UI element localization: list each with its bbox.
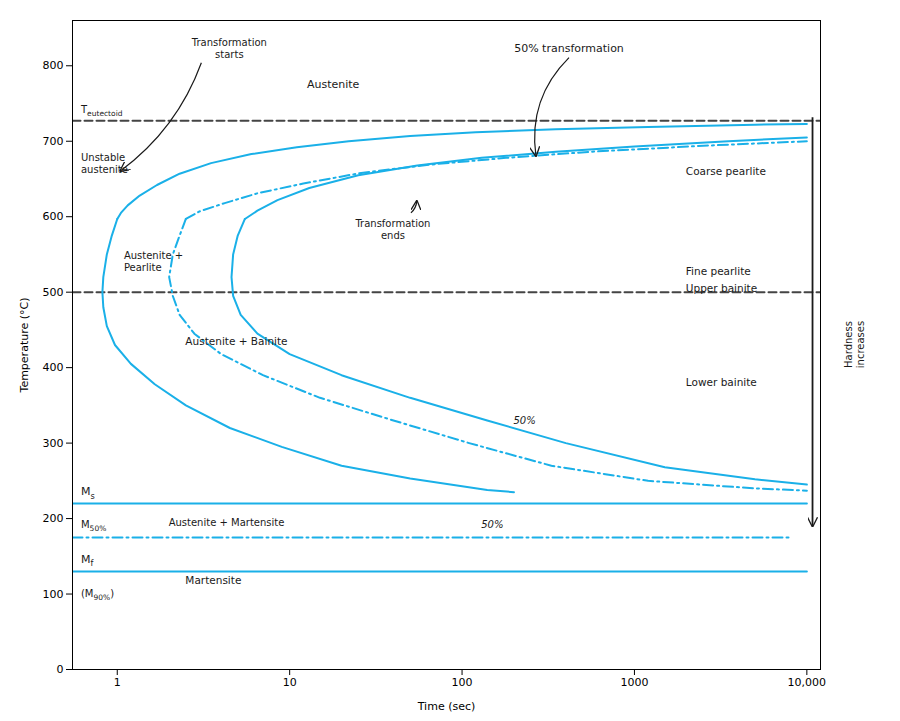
svg-text:Austenite + Bainite: Austenite + Bainite <box>185 335 287 347</box>
svg-text:Ms​: Ms​ <box>81 485 95 500</box>
svg-text:200: 200 <box>43 512 64 525</box>
svg-text:100: 100 <box>452 676 473 689</box>
svg-text:Austenite + Martensite: Austenite + Martensite <box>169 517 285 528</box>
svg-text:Temperature (°C): Temperature (°C) <box>18 298 31 394</box>
svg-text:500: 500 <box>43 286 64 299</box>
svg-text:50% transformation: 50% transformation <box>514 42 624 55</box>
svg-text:1000: 1000 <box>620 676 648 689</box>
svg-text:(M90%): (M90%) <box>81 588 114 602</box>
svg-text:100: 100 <box>43 588 64 601</box>
svg-text:600: 600 <box>43 210 64 223</box>
svg-text:10,000: 10,000 <box>788 676 827 689</box>
svg-text:Mf​: Mf​ <box>81 553 95 568</box>
svg-text:Time (sec): Time (sec) <box>417 700 476 713</box>
svg-text:700: 700 <box>43 135 64 148</box>
svg-text:Martensite: Martensite <box>185 574 241 586</box>
svg-text:Transformationstarts: Transformationstarts <box>191 37 267 60</box>
svg-text:Upper bainite: Upper bainite <box>686 282 757 294</box>
svg-text:1: 1 <box>114 676 121 689</box>
svg-text:50%: 50% <box>513 415 535 426</box>
svg-text:Teutectoid​: Teutectoid​ <box>80 104 123 118</box>
svg-text:Austenite: Austenite <box>307 78 360 91</box>
svg-text:Lower bainite: Lower bainite <box>686 376 757 388</box>
svg-text:Fine pearlite: Fine pearlite <box>686 265 751 277</box>
svg-text:Coarse pearlite: Coarse pearlite <box>686 165 766 177</box>
svg-text:300: 300 <box>43 437 64 450</box>
svg-text:Austenite +Pearlite: Austenite +Pearlite <box>124 250 183 273</box>
svg-text:Transformationends: Transformationends <box>354 218 430 241</box>
svg-text:400: 400 <box>43 361 64 374</box>
svg-text:10: 10 <box>283 676 297 689</box>
svg-text:Hardnessincreases: Hardnessincreases <box>843 321 866 368</box>
svg-text:Unstableaustenite: Unstableaustenite <box>81 152 128 175</box>
svg-text:50%: 50% <box>481 519 503 530</box>
svg-text:0: 0 <box>57 663 64 676</box>
svg-text:800: 800 <box>43 59 64 72</box>
svg-text:M50%​: M50%​ <box>81 519 106 533</box>
